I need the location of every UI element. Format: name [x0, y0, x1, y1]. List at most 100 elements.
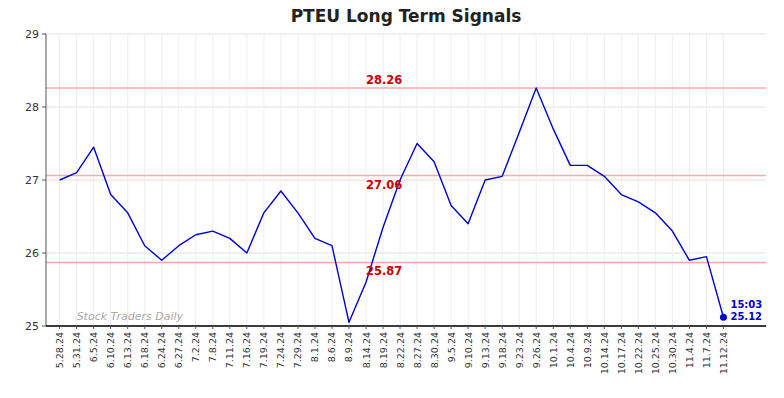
grid-line-x: [434, 34, 435, 326]
x-tick-label: 10.14.24: [599, 332, 610, 374]
x-tick: [502, 326, 503, 329]
x-axis-line: [46, 325, 766, 327]
grid-line-y: [46, 107, 766, 108]
watermark: Stock Traders Daily: [77, 310, 184, 323]
x-tick-label: 7.19.24: [258, 332, 269, 368]
x-tick-label: 8.14.24: [361, 332, 372, 368]
grid-line-x: [229, 34, 230, 326]
reference-line: [46, 262, 766, 264]
x-tick: [212, 326, 213, 329]
grid-line-x: [502, 34, 503, 326]
x-tick: [110, 326, 111, 329]
x-tick: [723, 326, 724, 329]
x-tick-label: 6.24.24: [156, 332, 167, 368]
x-tick: [263, 326, 264, 329]
grid-line-y: [46, 326, 766, 327]
x-tick-label: 10.30.24: [667, 332, 678, 374]
x-tick: [570, 326, 571, 329]
x-tick-label: 11.7.24: [701, 332, 712, 368]
x-tick-label: 8.19.24: [378, 332, 389, 368]
x-tick: [127, 326, 128, 329]
grid-line-x: [417, 34, 418, 326]
x-tick-label: 8.1.24: [309, 332, 320, 362]
x-tick: [59, 326, 60, 329]
x-tick-label: 7.24.24: [275, 332, 286, 368]
x-tick: [536, 326, 537, 329]
grid-line-x: [451, 34, 452, 326]
grid-line-x: [348, 34, 349, 326]
x-tick: [655, 326, 656, 329]
x-tick: [672, 326, 673, 329]
x-tick: [178, 326, 179, 329]
reference-line: [46, 87, 766, 89]
grid-line-x: [263, 34, 264, 326]
grid-line-x: [604, 34, 605, 326]
y-tick-label: 26: [25, 247, 39, 260]
grid: [46, 34, 766, 326]
grid-line-x: [689, 34, 690, 326]
x-tick: [76, 326, 77, 329]
x-tick: [144, 326, 145, 329]
x-tick: [689, 326, 690, 329]
grid-line-x: [144, 34, 145, 326]
x-tick: [587, 326, 588, 329]
chart-svg: 25262728295.28.245.31.246.5.246.10.246.1…: [0, 0, 784, 398]
y-tick: [42, 107, 46, 108]
x-tick-label: 5.28.24: [54, 332, 65, 368]
x-tick: [297, 326, 298, 329]
grid-line-x: [178, 34, 179, 326]
x-tick-label: 11.4.24: [684, 332, 695, 368]
grid-line-x: [468, 34, 469, 326]
x-tick-label: 10.1.24: [548, 332, 559, 368]
grid-line-x: [297, 34, 298, 326]
x-tick: [93, 326, 94, 329]
x-tick-label: 10.4.24: [565, 332, 576, 368]
grid-line-x: [93, 34, 94, 326]
x-tick: [400, 326, 401, 329]
grid-line-x: [706, 34, 707, 326]
x-tick-label: 10.25.24: [650, 332, 661, 374]
grid-line-x: [553, 34, 554, 326]
x-tick-label: 6.27.24: [173, 332, 184, 368]
x-tick-label: 10.17.24: [616, 332, 627, 374]
x-tick-label: 6.13.24: [122, 332, 133, 368]
grid-line-x: [110, 34, 111, 326]
price-line: [60, 88, 724, 322]
x-tick: [638, 326, 639, 329]
x-tick-label: 8.30.24: [429, 332, 440, 368]
x-tick: [417, 326, 418, 329]
y-tick: [42, 34, 46, 35]
x-tick-label: 7.29.24: [292, 332, 303, 368]
x-tick-label: 9.26.24: [531, 332, 542, 368]
x-tick-label: 10.9.24: [582, 332, 593, 368]
x-tick-label: 6.5.24: [88, 332, 99, 362]
grid-line-x: [621, 34, 622, 326]
x-tick-label: 9.13.24: [480, 332, 491, 368]
grid-line-x: [195, 34, 196, 326]
reference-line-label: 27.06: [366, 178, 402, 192]
x-tick: [621, 326, 622, 329]
x-tick-label: 9.5.24: [446, 332, 457, 362]
grid-line-x: [570, 34, 571, 326]
x-tick-label: 7.11.24: [224, 332, 235, 368]
x-tick: [314, 326, 315, 329]
x-tick: [161, 326, 162, 329]
reference-line-label: 28.26: [366, 73, 402, 87]
x-tick: [366, 326, 367, 329]
grid-line-x: [519, 34, 520, 326]
grid-line-x: [127, 34, 128, 326]
y-tick-label: 25: [25, 320, 39, 333]
x-tick-label: 7.2.24: [190, 332, 201, 362]
x-tick: [604, 326, 605, 329]
x-tick-label: 9.18.24: [497, 332, 508, 368]
y-tick: [42, 253, 46, 254]
x-tick: [485, 326, 486, 329]
grid-line-x: [280, 34, 281, 326]
grid-line-x: [314, 34, 315, 326]
chart-container: 25262728295.28.245.31.246.5.246.10.246.1…: [0, 0, 784, 398]
grid-line-x: [655, 34, 656, 326]
grid-line-x: [672, 34, 673, 326]
reference-line-label: 25.87: [366, 264, 402, 278]
y-tick: [42, 326, 46, 327]
axes: 25262728295.28.245.31.246.5.246.10.246.1…: [25, 28, 766, 374]
